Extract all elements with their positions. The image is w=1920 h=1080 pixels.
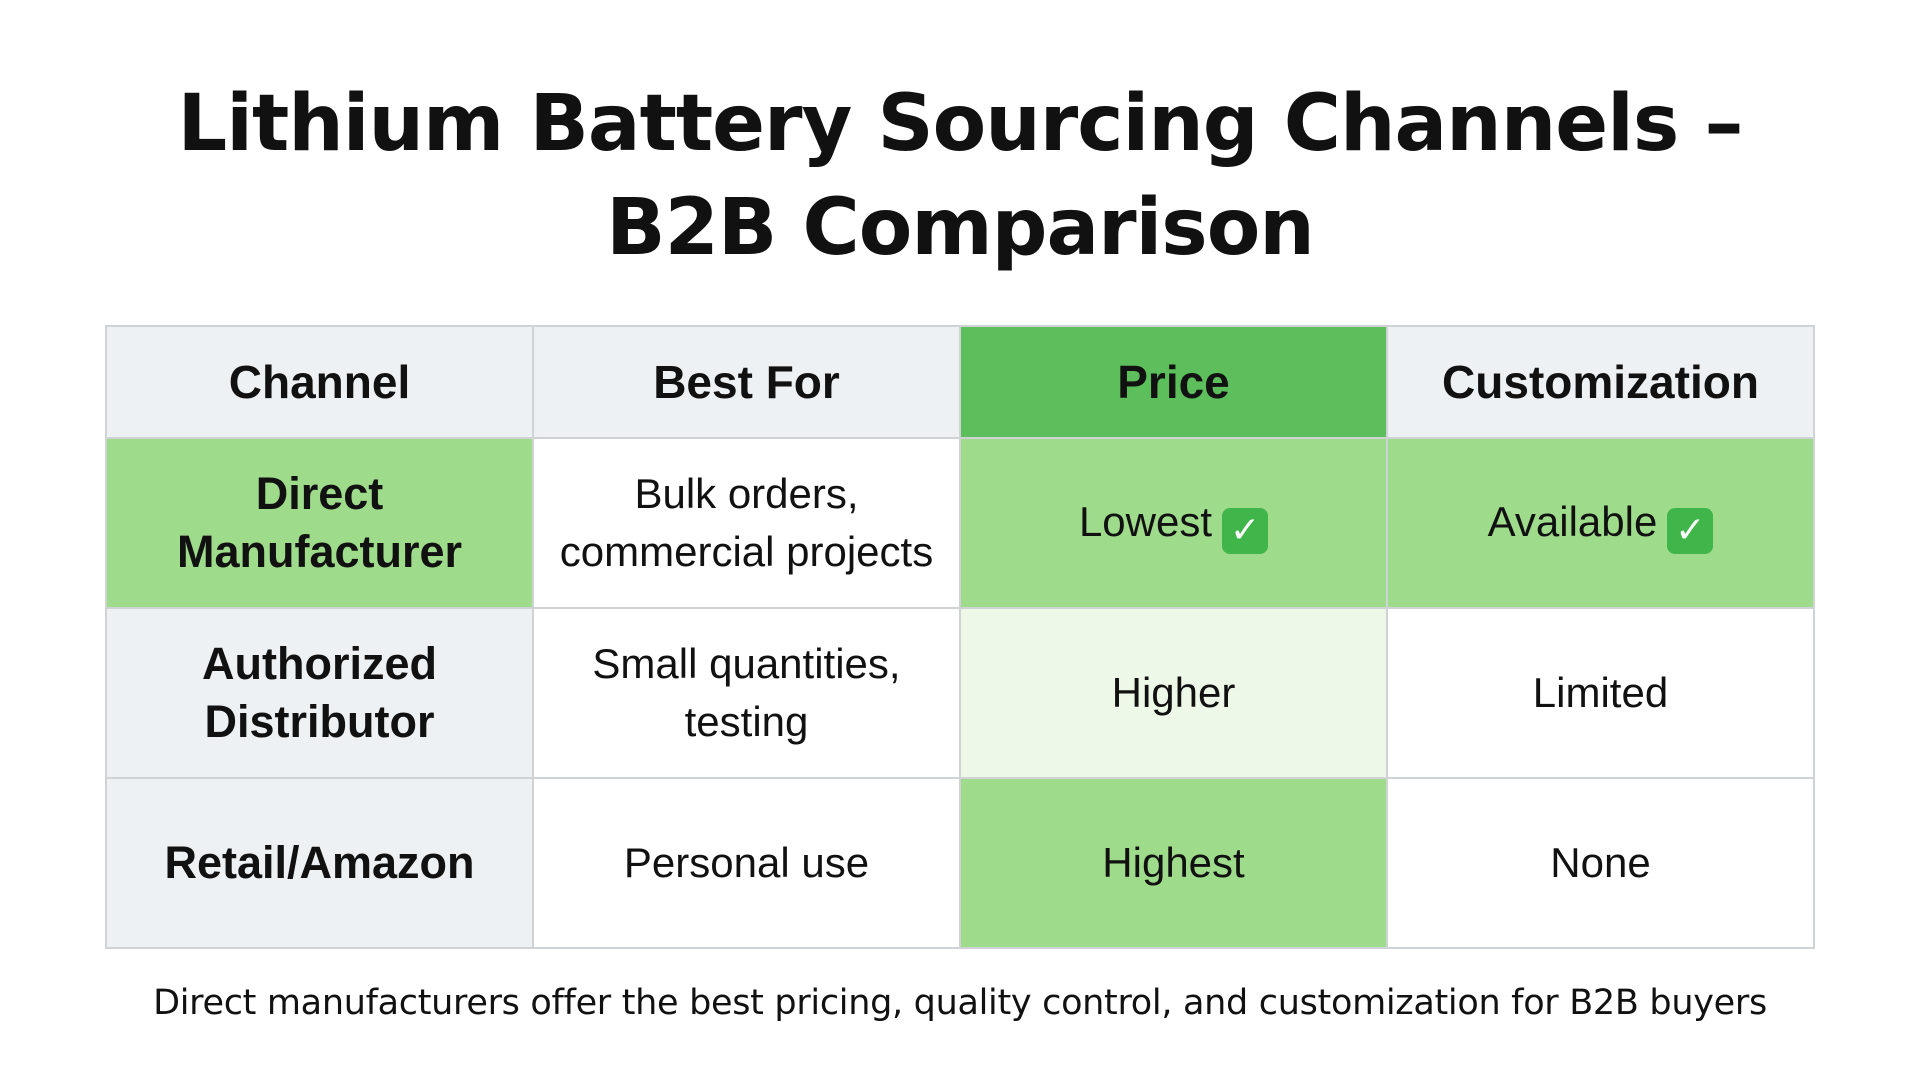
cell-best-for: Small quantities, testing <box>532 607 961 779</box>
cell-price: Higher <box>959 607 1388 779</box>
cell-channel: Authorized Distributor <box>105 607 534 779</box>
customization-label: Limited <box>1532 669 1669 716</box>
table-row: Retail/Amazon Personal use Highest None <box>105 777 1815 949</box>
check-mark-icon: ✓ <box>1667 507 1714 554</box>
comparison-table: Channel Best For Price Customization Dir… <box>105 325 1815 949</box>
best-for-label: Small quantities, testing <box>592 640 901 745</box>
customization-label: Available <box>1487 497 1658 545</box>
channel-label: Retail/Amazon <box>164 837 475 888</box>
cell-customization: Available ✓ <box>1386 437 1815 609</box>
cell-customization: None <box>1386 777 1815 949</box>
header-price: Price <box>959 325 1388 439</box>
cell-customization: Limited <box>1386 607 1815 779</box>
best-for-label: Personal use <box>623 839 870 886</box>
price-label: Lowest <box>1078 497 1213 545</box>
header-customization: Customization <box>1386 325 1815 439</box>
table-row: Authorized Distributor Small quantities,… <box>105 607 1815 779</box>
cell-best-for: Bulk orders, commercial projects <box>532 437 961 609</box>
footnote: Direct manufacturers offer the best pric… <box>153 983 1767 1023</box>
channel-label: Authorized Distributor <box>202 638 437 747</box>
cell-channel: Retail/Amazon <box>105 777 534 949</box>
title-line-2: B2B Comparison <box>606 183 1315 273</box>
title-line-1: Lithium Battery Sourcing Channels – <box>177 79 1744 169</box>
cell-price: Lowest ✓ <box>959 437 1388 609</box>
channel-label: Direct Manufacturer <box>176 468 463 577</box>
check-mark-icon: ✓ <box>1222 507 1269 554</box>
price-label: Higher <box>1111 669 1236 716</box>
table-header-row: Channel Best For Price Customization <box>105 325 1815 439</box>
best-for-label: Bulk orders, commercial projects <box>559 470 934 575</box>
page-title: Lithium Battery Sourcing Channels – B2B … <box>0 72 1920 280</box>
table-row: Direct Manufacturer Bulk orders, commerc… <box>105 437 1815 609</box>
header-best-for: Best For <box>532 325 961 439</box>
cell-price: Highest <box>959 777 1388 949</box>
customization-label: None <box>1550 839 1651 886</box>
price-label: Highest <box>1102 839 1245 886</box>
header-channel: Channel <box>105 325 534 439</box>
cell-best-for: Personal use <box>532 777 961 949</box>
cell-channel: Direct Manufacturer <box>105 437 534 609</box>
